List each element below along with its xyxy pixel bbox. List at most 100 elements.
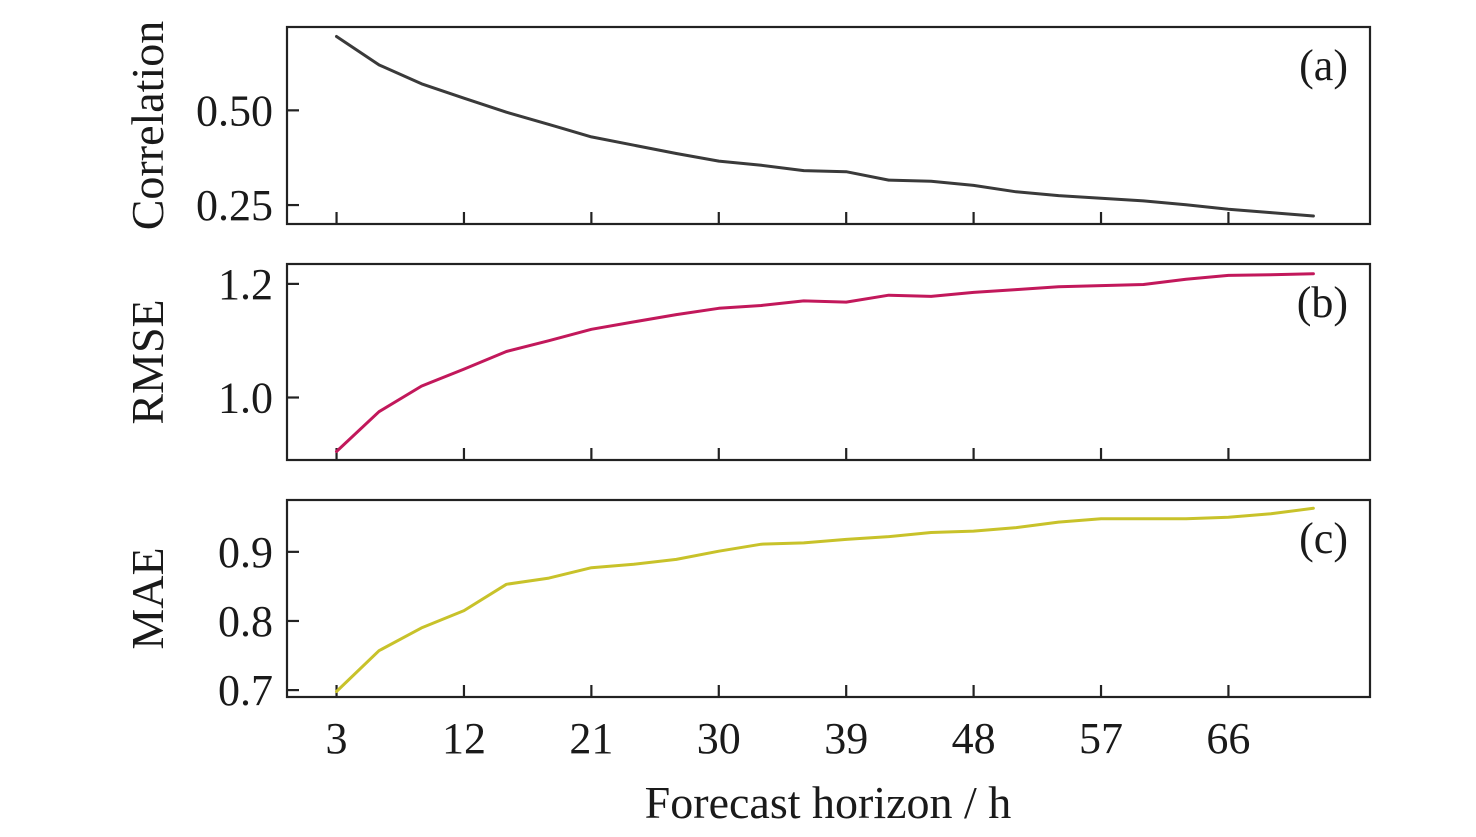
data-point xyxy=(462,97,466,100)
y-tick-label: 0.9 xyxy=(218,528,273,577)
data-point xyxy=(1184,517,1188,520)
data-point xyxy=(760,164,763,167)
data-point xyxy=(505,583,508,586)
y-axis-label: Correlation xyxy=(122,21,173,231)
y-tick-label: 0.7 xyxy=(218,666,273,715)
data-point xyxy=(377,410,381,413)
data-point xyxy=(632,320,636,324)
data-point xyxy=(717,549,720,553)
data-point xyxy=(1014,288,1018,291)
plot-frame xyxy=(285,25,1372,226)
y-axis-label: MAE xyxy=(122,547,173,649)
data-point xyxy=(377,649,381,652)
data-point xyxy=(547,339,551,342)
data-point xyxy=(1014,190,1018,193)
data-point xyxy=(675,313,678,316)
plot-frame xyxy=(285,262,1372,462)
data-point xyxy=(675,152,678,155)
y-tick-label: 1.0 xyxy=(218,374,273,423)
data-point xyxy=(547,576,551,580)
series-line xyxy=(335,506,1315,693)
data-point xyxy=(972,184,975,187)
data-point xyxy=(590,566,593,569)
data-point xyxy=(1269,211,1273,214)
data-point xyxy=(844,300,848,304)
data-point xyxy=(590,135,593,139)
data-point xyxy=(1269,512,1273,516)
data-point xyxy=(1142,199,1145,203)
data-point xyxy=(1312,507,1315,510)
data-point xyxy=(802,299,805,303)
data-point xyxy=(929,295,933,298)
panel-tag: (c) xyxy=(1299,514,1348,563)
panel-3: 0.7 0.8 0.9 (c) MAE xyxy=(122,498,1372,715)
data-point xyxy=(1057,285,1060,288)
data-point xyxy=(462,367,466,371)
data-point xyxy=(717,159,720,163)
data-point xyxy=(420,384,423,388)
data-point xyxy=(1227,274,1230,277)
x-tick-label: 3 xyxy=(326,714,348,763)
panel-2: 1.0 1.2 (b) RMSE xyxy=(122,260,1372,462)
data-point xyxy=(420,82,423,86)
data-point xyxy=(335,35,338,38)
data-point xyxy=(1184,278,1188,281)
x-tick-label: 12 xyxy=(442,714,486,763)
data-point xyxy=(972,529,975,533)
data-point xyxy=(887,294,890,297)
data-point xyxy=(929,179,933,183)
data-point xyxy=(377,63,381,67)
data-point xyxy=(1227,208,1230,211)
data-point xyxy=(802,541,805,545)
data-point xyxy=(1142,517,1145,520)
panel-1: 0.25 0.50 (a) Correlation xyxy=(122,21,1372,231)
data-point xyxy=(505,350,508,353)
data-point xyxy=(1312,272,1315,275)
data-point xyxy=(887,178,890,182)
x-tick-label: 66 xyxy=(1206,714,1250,763)
y-tick-label: 0.8 xyxy=(218,597,273,646)
x-axis-label: Forecast horizon / h xyxy=(645,777,1012,828)
data-point xyxy=(929,531,933,534)
x-tick-label: 57 xyxy=(1079,714,1123,763)
data-point xyxy=(802,169,805,172)
data-point xyxy=(1184,203,1188,206)
y-tick-label: 0.25 xyxy=(196,181,273,230)
data-point xyxy=(1099,197,1103,200)
data-point xyxy=(844,170,848,173)
data-point xyxy=(1014,526,1018,529)
data-point xyxy=(632,563,636,566)
data-point xyxy=(1312,214,1315,218)
data-point xyxy=(1099,517,1103,520)
data-point xyxy=(1142,283,1145,286)
data-point xyxy=(462,609,466,612)
data-point xyxy=(335,450,338,453)
plot-frame xyxy=(285,498,1372,699)
data-point xyxy=(887,535,890,538)
x-tick-label: 21 xyxy=(569,714,613,763)
data-point xyxy=(420,626,423,630)
data-point xyxy=(844,538,848,541)
data-point xyxy=(1057,194,1060,197)
y-tick-label: 0.50 xyxy=(196,86,273,135)
series-line xyxy=(335,272,1315,453)
x-tick-label: 30 xyxy=(697,714,741,763)
data-point xyxy=(590,328,593,331)
panel-tag: (b) xyxy=(1297,278,1348,327)
data-point xyxy=(717,307,720,310)
y-tick-label: 1.2 xyxy=(218,260,273,309)
x-tick-label: 48 xyxy=(952,714,996,763)
data-point xyxy=(1227,516,1230,519)
data-point xyxy=(335,690,338,693)
x-tick-label: 39 xyxy=(824,714,868,763)
data-point xyxy=(1099,284,1103,287)
data-point xyxy=(547,123,551,126)
data-point xyxy=(1269,273,1273,276)
data-point xyxy=(760,543,763,546)
data-point xyxy=(675,558,678,561)
series-line xyxy=(335,35,1315,218)
data-point xyxy=(505,111,508,114)
data-point xyxy=(632,144,636,147)
